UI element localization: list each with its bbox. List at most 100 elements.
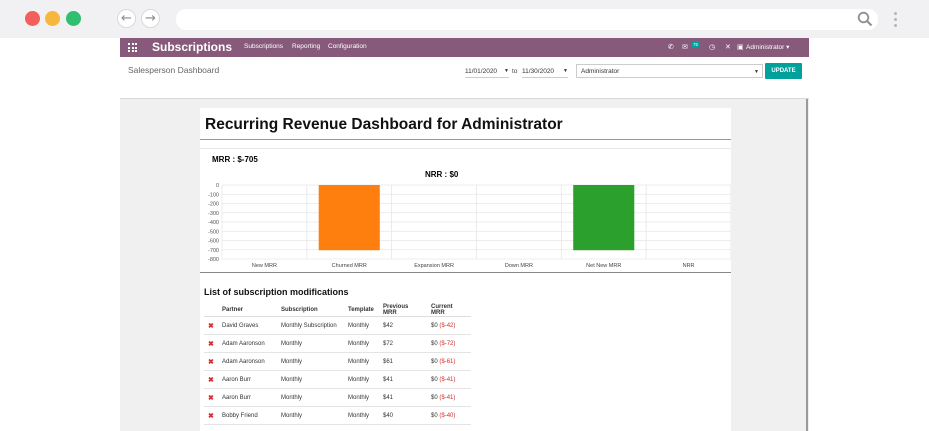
chevron-down-icon: ▼: [504, 68, 509, 74]
nrr-label: NRR : $0: [425, 170, 459, 179]
y-tick-label: -800: [208, 257, 219, 263]
y-tick-label: -200: [208, 202, 219, 208]
cell-previous-mrr: $41: [379, 388, 427, 407]
column-header-partner: Partner: [218, 304, 277, 317]
date-to-field[interactable]: 11/30/2020 ▼: [522, 66, 568, 78]
window-minimize-button[interactable]: [45, 11, 60, 26]
menu-reporting[interactable]: Reporting: [292, 43, 321, 50]
clock-icon[interactable]: ◷: [709, 43, 716, 51]
cell-subscription: Monthly Subscription: [277, 316, 344, 335]
mrr-delta: ($-41): [439, 394, 456, 401]
chevron-down-icon: ▼: [563, 68, 568, 74]
menu-configuration[interactable]: Configuration: [328, 43, 367, 50]
mrr-delta: ($-41): [439, 376, 456, 383]
mrr-delta: ($-40): [439, 412, 456, 419]
table-row[interactable]: ✖ Adam Aaronson Monthly Monthly $72 $0 ($-72): [204, 334, 471, 353]
mrr-delta: ($-72): [439, 340, 456, 347]
cell-partner: Bobby Friend: [218, 406, 277, 425]
chart-band: [200, 148, 731, 149]
dashboard-title: Recurring Revenue Dashboard for Administ…: [205, 116, 563, 133]
title-divider: [200, 139, 731, 140]
cell-current-mrr: $0 ($-41): [427, 388, 471, 407]
close-icon[interactable]: ✕: [725, 43, 731, 51]
modifications-title: List of subscription modifications: [204, 287, 349, 297]
app-title[interactable]: Subscriptions: [152, 40, 233, 54]
y-tick-label: -700: [208, 248, 219, 254]
cell-previous-mrr: $72: [379, 334, 427, 353]
x-tick-label: Down MRR: [505, 263, 533, 269]
salesperson-select[interactable]: Administrator ▼: [576, 64, 763, 78]
column-header-subscription: Subscription: [277, 304, 344, 317]
table-row[interactable]: ✖ Adam Aaronson Monthly Monthly $61 $0 ($-61): [204, 352, 471, 371]
x-tick-label: NRR: [683, 263, 695, 269]
cell-previous-mrr: $41: [379, 370, 427, 389]
cell-previous-mrr: $42: [379, 316, 427, 335]
messages-badge: 75: [691, 41, 701, 48]
chat-icon[interactable]: ✉: [682, 43, 688, 51]
window-maximize-button[interactable]: [66, 11, 81, 26]
cell-subscription: Monthly: [277, 334, 344, 353]
cell-template: Monthly: [344, 316, 379, 335]
cell-partner: David Graves: [218, 316, 277, 335]
browser-menu-icon[interactable]: [894, 12, 898, 28]
chart-divider: [200, 272, 731, 273]
cell-previous-mrr: $40: [379, 406, 427, 425]
browser-chrome: ← →: [0, 0, 929, 38]
dashboard-sheet: Recurring Revenue Dashboard for Administ…: [200, 108, 731, 431]
company-icon[interactable]: ▣: [737, 43, 744, 51]
phone-icon[interactable]: ✆: [668, 43, 674, 51]
remove-icon[interactable]: ✖: [204, 352, 218, 371]
mrr-delta: ($-42): [439, 322, 456, 329]
breadcrumb: Salesperson Dashboard: [128, 65, 220, 75]
y-tick-label: -100: [208, 192, 219, 198]
y-tick-label: -300: [208, 211, 219, 217]
x-tick-label: New MRR: [252, 263, 277, 269]
cell-subscription: Monthly: [277, 352, 344, 371]
cell-template: Monthly: [344, 370, 379, 389]
search-icon[interactable]: [857, 11, 873, 27]
cell-template: Monthly: [344, 388, 379, 407]
scrollbar[interactable]: [806, 99, 808, 431]
cell-subscription: Monthly: [277, 370, 344, 389]
mrr-bar-chart: 0 -100 -200 -300 -400 -500 -600 -700 -800 New MRR…: [208, 183, 731, 269]
remove-icon[interactable]: ✖: [204, 406, 218, 425]
remove-icon[interactable]: ✖: [204, 334, 218, 353]
remove-icon[interactable]: ✖: [204, 370, 218, 389]
table-row[interactable]: ✖ David Graves Monthly Subscription Monthly…: [204, 316, 471, 335]
cell-template: Monthly: [344, 352, 379, 371]
bar: [318, 185, 380, 251]
apps-menu-icon[interactable]: [128, 43, 137, 52]
cell-previous-mrr: $61: [379, 352, 427, 371]
x-tick-label: Expansion MRR: [414, 263, 454, 269]
cell-template: Monthly: [344, 406, 379, 425]
bar: [573, 185, 635, 251]
window-close-button[interactable]: [25, 11, 40, 26]
update-button[interactable]: UPDATE: [765, 63, 802, 79]
x-tick-label: Churned MRR: [332, 263, 367, 269]
arrow-right-icon[interactable]: →: [141, 9, 160, 28]
y-tick-label: -500: [208, 229, 219, 235]
cell-current-mrr: $0 ($-42): [427, 316, 471, 335]
chevron-down-icon: ▼: [754, 69, 759, 75]
address-bar[interactable]: [176, 9, 878, 30]
arrow-left-icon[interactable]: ←: [117, 9, 136, 28]
modifications-table: Partner Subscription Template Previous M…: [204, 304, 471, 425]
control-panel: Salesperson Dashboard 11/01/2020 ▼ to 11/…: [120, 57, 809, 99]
cell-current-mrr: $0 ($-72): [427, 334, 471, 353]
remove-icon[interactable]: ✖: [204, 316, 218, 335]
cell-partner: Aaron Burr: [218, 388, 277, 407]
cell-template: Monthly: [344, 334, 379, 353]
user-menu[interactable]: Administrator ▾: [746, 44, 790, 51]
date-from-field[interactable]: 11/01/2020 ▼: [465, 66, 509, 78]
menu-subscriptions[interactable]: Subscriptions: [244, 43, 284, 50]
table-row[interactable]: ✖ Aaron Burr Monthly Monthly $41 $0 ($-41): [204, 388, 471, 407]
column-header-current-mrr: Current MRR: [427, 304, 471, 317]
mrr-label: MRR : $-705: [212, 155, 258, 164]
table-row[interactable]: ✖ Bobby Friend Monthly Monthly $40 $0 ($-40): [204, 406, 471, 425]
y-tick-label: -600: [208, 239, 219, 245]
remove-icon[interactable]: ✖: [204, 388, 218, 407]
cell-partner: Adam Aaronson: [218, 352, 277, 371]
cell-partner: Aaron Burr: [218, 370, 277, 389]
table-row[interactable]: ✖ Aaron Burr Monthly Monthly $41 $0 ($-41): [204, 370, 471, 389]
cell-subscription: Monthly: [277, 406, 344, 425]
